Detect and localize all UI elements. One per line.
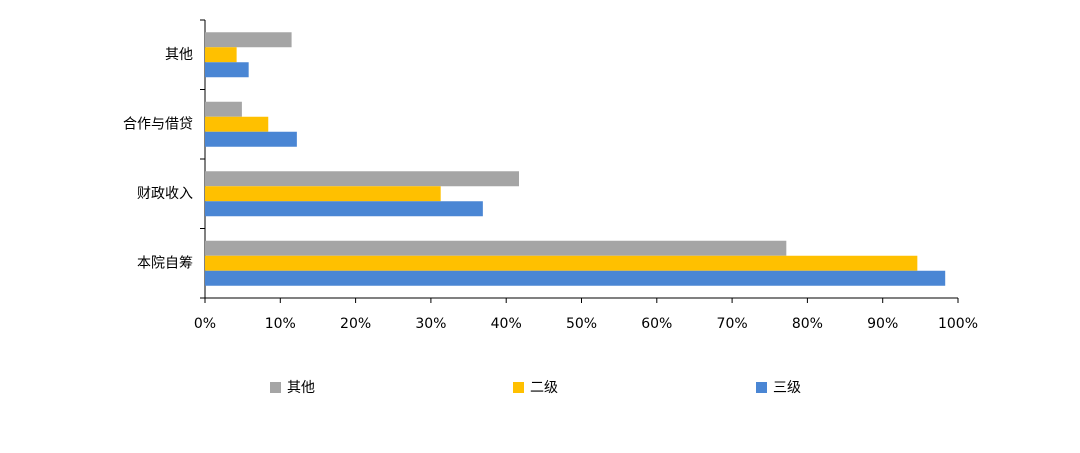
- x-tick-label: 10%: [265, 316, 296, 332]
- x-tick-label: 70%: [717, 316, 748, 332]
- legend-label: 其他: [287, 380, 315, 396]
- legend-swatch: [513, 382, 524, 393]
- legend-swatch: [270, 382, 281, 393]
- x-tick-label: 60%: [641, 316, 672, 332]
- legend-label: 二级: [530, 380, 558, 396]
- y-tick-label: 财政收入: [137, 186, 193, 202]
- bar: [205, 131, 297, 147]
- x-tick-label: 80%: [792, 316, 823, 332]
- y-tick-label: 本院自筹: [137, 254, 193, 271]
- x-tick-label: 50%: [566, 316, 597, 332]
- bar: [205, 255, 918, 271]
- bar: [205, 116, 269, 132]
- x-tick-label: 40%: [491, 316, 522, 332]
- bar: [205, 270, 946, 286]
- bar: [205, 47, 237, 63]
- bar: [205, 171, 520, 187]
- bar: [205, 101, 242, 117]
- x-tick-label: 100%: [938, 316, 978, 332]
- x-tick-label: 0%: [194, 316, 216, 332]
- bar: [205, 240, 787, 256]
- x-tick-label: 90%: [867, 316, 898, 332]
- bar: [205, 32, 292, 48]
- y-tick-label: 其他: [165, 47, 193, 63]
- bar: [205, 62, 249, 78]
- x-tick-label: 30%: [415, 316, 446, 332]
- x-tick-label: 20%: [340, 316, 371, 332]
- bar: [205, 201, 483, 217]
- legend-label: 三级: [773, 380, 801, 396]
- bar: [205, 186, 441, 202]
- legend-swatch: [756, 382, 767, 393]
- y-tick-label: 合作与借贷: [123, 116, 193, 132]
